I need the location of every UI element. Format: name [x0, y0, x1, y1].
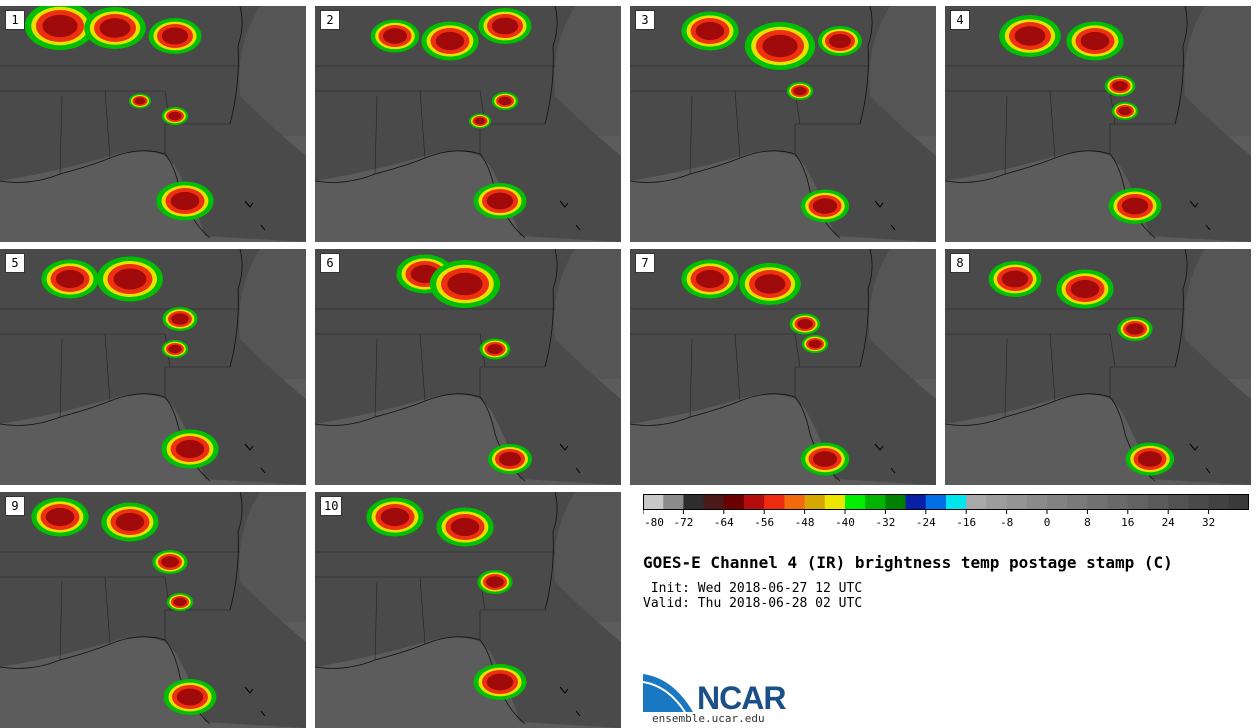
- colorbar-swatch: [845, 494, 866, 510]
- satellite-map: [0, 6, 306, 242]
- colorbar-tick-label: -80: [644, 516, 664, 529]
- init-time: Init: Wed 2018-06-27 12 UTC: [643, 581, 863, 596]
- colorbar-tick-label: 32: [1202, 516, 1215, 529]
- colorbar-swatch: [784, 494, 806, 510]
- member-label: 10: [320, 496, 343, 516]
- member-label: 2: [320, 10, 340, 30]
- colorbar-swatch: [905, 494, 927, 510]
- colorbar-swatch: [1067, 494, 1088, 510]
- logo-text: NCAR: [697, 680, 786, 716]
- colorbar-tick-label: -8: [1000, 516, 1013, 529]
- colorbar-tick-label: -56: [754, 516, 774, 529]
- satellite-map: [945, 249, 1251, 485]
- colorbar-tick-label: 24: [1162, 516, 1176, 529]
- colorbar-swatch: [663, 494, 684, 510]
- satellite-map: [0, 492, 306, 728]
- colorbar-tick-label: -32: [875, 516, 895, 529]
- colorbar-swatch: [865, 494, 886, 510]
- colorbar-swatch: [925, 494, 947, 510]
- colorbar-swatch: [1107, 494, 1129, 510]
- colorbar-swatch: [744, 494, 765, 510]
- colorbar-swatch: [683, 494, 705, 510]
- satellite-map: [630, 249, 936, 485]
- colorbar-swatch: [643, 494, 664, 510]
- colorbar-tick-label: -64: [714, 516, 734, 529]
- colorbar-swatch: [804, 494, 826, 510]
- stamp-panel-7: 7: [630, 249, 936, 485]
- colorbar-swatch: [1188, 494, 1210, 510]
- colorbar-swatch: [946, 494, 967, 510]
- stamp-panel-5: 5: [0, 249, 306, 485]
- temperature-colorbar: -80 -72 -64 -56 -48 -40 -32 -24 -16 -8 0 8 16 24 32: [643, 494, 1249, 529]
- colorbar-tick-label: -24: [916, 516, 936, 529]
- member-label: 1: [5, 10, 25, 30]
- colorbar-swatch: [966, 494, 987, 510]
- stamp-panel-2: 2: [315, 6, 621, 242]
- satellite-map: [315, 492, 621, 728]
- colorbar-tick-label: 8: [1084, 516, 1091, 529]
- colorbar-swatch: [1047, 494, 1068, 510]
- satellite-map: [630, 6, 936, 242]
- figure-title: GOES-E Channel 4 (IR) brightness temp po…: [643, 553, 1173, 572]
- colorbar-swatch: [1087, 494, 1109, 510]
- stamp-panel-8: 8: [945, 249, 1251, 485]
- stamp-panel-10: 10: [315, 492, 621, 728]
- satellite-map: [945, 6, 1251, 242]
- ncar-logo-icon: [643, 674, 693, 713]
- stamp-panel-4: 4: [945, 6, 1251, 242]
- colorbar-swatch: [1228, 494, 1249, 510]
- logo-url: ensemble.ucar.edu: [652, 712, 765, 725]
- colorbar-tick-label: -72: [673, 516, 693, 529]
- satellite-map: [0, 249, 306, 485]
- colorbar-border: [643, 494, 1249, 510]
- colorbar-swatch: [1208, 494, 1230, 510]
- member-label: 9: [5, 496, 25, 516]
- satellite-map: [315, 249, 621, 485]
- stamp-panel-9: 9: [0, 492, 306, 728]
- colorbar-swatch: [885, 494, 907, 510]
- member-label: 5: [5, 253, 25, 273]
- colorbar-swatch: [1006, 494, 1028, 510]
- member-label: 3: [635, 10, 655, 30]
- colorbar-tick-label: 0: [1044, 516, 1051, 529]
- member-label: 6: [320, 253, 340, 273]
- member-label: 7: [635, 253, 655, 273]
- stamp-panel-1: 1: [0, 6, 306, 242]
- colorbar-swatch: [1168, 494, 1189, 510]
- member-label: 4: [950, 10, 970, 30]
- colorbar-tick-label: -40: [835, 516, 855, 529]
- colorbar-swatch: [986, 494, 1008, 510]
- colorbar-swatch: [723, 494, 745, 510]
- colorbar-tick-label: -16: [956, 516, 976, 529]
- colorbar-tick-label: -48: [795, 516, 815, 529]
- stamp-panel-6: 6: [315, 249, 621, 485]
- colorbar-swatch: [1148, 494, 1169, 510]
- satellite-map: [315, 6, 621, 242]
- stamp-panel-3: 3: [630, 6, 936, 242]
- valid-time: Valid: Thu 2018-06-28 02 UTC: [643, 596, 863, 611]
- member-label: 8: [950, 253, 970, 273]
- colorbar-swatch: [1026, 494, 1048, 510]
- colorbar-swatch: [764, 494, 785, 510]
- colorbar-tick-label: 16: [1121, 516, 1134, 529]
- colorbar-swatch: [824, 494, 846, 510]
- colorbar-swatch: [1127, 494, 1149, 510]
- colorbar-swatch: [703, 494, 725, 510]
